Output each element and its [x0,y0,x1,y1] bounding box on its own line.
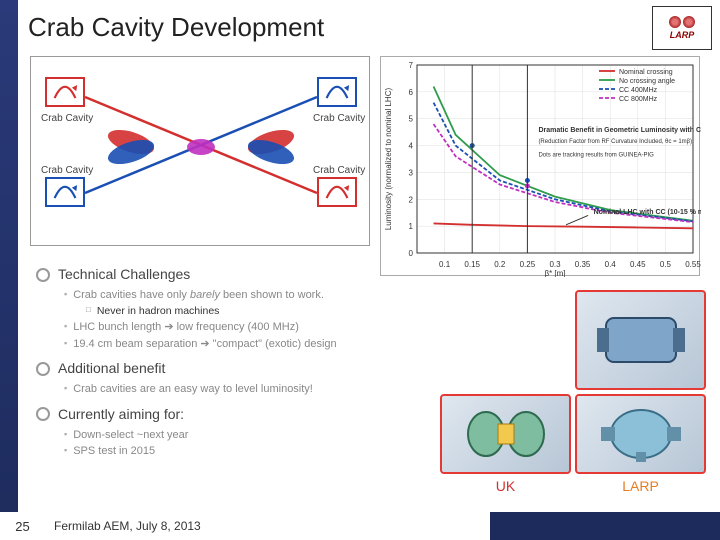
footer: 25 Fermilab AEM, July 8, 2013 [0,512,720,540]
bullet-item: Crab cavities have only barely been show… [64,287,416,304]
text: been shown to work. [220,289,324,301]
svg-text:Luminosity (normalized to nomi: Luminosity (normalized to nominal LHC) [384,88,393,231]
bullet-subitem: Never in hadron machines [86,304,416,320]
bullet-item: LHC bunch length ➔ low frequency (400 MH… [64,319,416,336]
svg-text:0.35: 0.35 [575,260,591,269]
svg-text:0.2: 0.2 [494,260,506,269]
bullet-item: Down-select ~next year [64,427,416,444]
svg-text:0.1: 0.1 [439,260,451,269]
plot-svg: 0.1 0.15 0.2 0.25 0.3 0.35 0.4 0.45 0.5 0.55 0 1 2 3 4… [381,57,701,277]
text: UK [496,478,515,494]
svg-text:0.15: 0.15 [464,260,480,269]
cavity-label-larp: LARP [575,478,706,496]
logo-dot-icon [683,16,695,28]
bullet-item: SPS test in 2015 [64,443,416,460]
cavity-label-uk: UK [440,478,571,496]
luminosity-plot: 0.1 0.15 0.2 0.25 0.3 0.35 0.4 0.45 0.5 0.55 0 1 2 3 4… [380,56,700,276]
svg-text:2: 2 [409,195,414,204]
svg-text:0.3: 0.3 [549,260,561,269]
cavity-render-larp [575,394,706,474]
text: Crab cavities are an easy way to level l… [73,381,313,398]
svg-text:CC 800MHz: CC 800MHz [619,96,658,103]
logo-dot-icon [669,16,681,28]
bullet-item: Crab cavities are an easy way to level l… [64,381,416,398]
text: Down-select ~next year [73,427,188,444]
crab-cavity-box [317,77,357,107]
bullet-region: Technical Challenges Crab cavities have … [36,258,416,460]
crab-cavity-box [45,177,85,207]
crab-cavity-label: Crab Cavity [41,113,93,124]
bullet-heading: Currently aiming for: [36,404,416,425]
logo-label: LARP [670,30,695,40]
text: LARP [622,478,659,494]
footer-text: Fermilab AEM, July 8, 2013 [48,512,490,540]
crab-cavity-label: Crab Cavity [41,165,93,176]
svg-text:0.4: 0.4 [605,260,617,269]
svg-text:3: 3 [409,168,414,177]
svg-text:No crossing angle: No crossing angle [619,78,675,85]
page-title: Crab Cavity Development [28,12,640,43]
svg-text:(Reduction Factor from RF Curv: (Reduction Factor from RF Curvature Incl… [538,139,692,145]
footer-accent [490,512,720,540]
text: Never in hadron machines [97,304,220,320]
larp-logo: LARP [652,6,712,50]
bullet-heading: Additional benefit [36,358,416,379]
svg-text:7: 7 [409,61,414,70]
svg-text:5: 5 [409,115,414,124]
svg-text:Nominal crossing: Nominal crossing [619,69,673,76]
svg-text:Dramatic Benefit in Geometric: Dramatic Benefit in Geometric Luminosity… [538,127,701,134]
svg-text:6: 6 [409,88,414,97]
bullet-heading: Technical Challenges [36,264,416,285]
svg-text:4: 4 [409,142,414,151]
page-number: 25 [0,512,48,540]
text: 19.4 cm beam separation ➔ "compact" (exo… [73,336,336,353]
crab-cavity-box [317,177,357,207]
crab-cavity-label: Crab Cavity [313,165,365,176]
crab-cavity-label: Crab Cavity [313,113,365,124]
cavity-renders-panel: UK LARP [440,290,706,486]
crab-cavity-box [45,77,85,107]
svg-text:CC 400MHz: CC 400MHz [619,87,658,94]
text: LHC bunch length ➔ low frequency (400 MH… [73,319,299,336]
text: Crab cavities have only [73,289,190,301]
svg-text:0: 0 [409,249,414,258]
svg-text:Nominal LHC with CC (10-15 % m: Nominal LHC with CC (10-15 % more) [594,209,701,216]
svg-text:1: 1 [409,222,414,231]
header: Crab Cavity Development [28,12,640,43]
svg-text:0.45: 0.45 [630,260,646,269]
text-em: barely [190,289,220,301]
side-accent-bar [0,0,18,540]
svg-text:0.25: 0.25 [520,260,536,269]
cavity-render-uk [440,394,571,474]
svg-text:0.55: 0.55 [685,260,701,269]
svg-text:β* [m]: β* [m] [544,269,565,277]
crab-schematic-diagram: Crab Cavity Crab Cavity Crab Cavity Crab Ca… [30,56,370,246]
bullet-item: 19.4 cm beam separation ➔ "compact" (exo… [64,336,416,353]
text: SPS test in 2015 [73,443,155,460]
cavity-render-top [575,290,706,390]
svg-text:0.5: 0.5 [660,260,672,269]
svg-text:Dots are tracking results from: Dots are tracking results from GUINEA-PI… [538,152,654,158]
